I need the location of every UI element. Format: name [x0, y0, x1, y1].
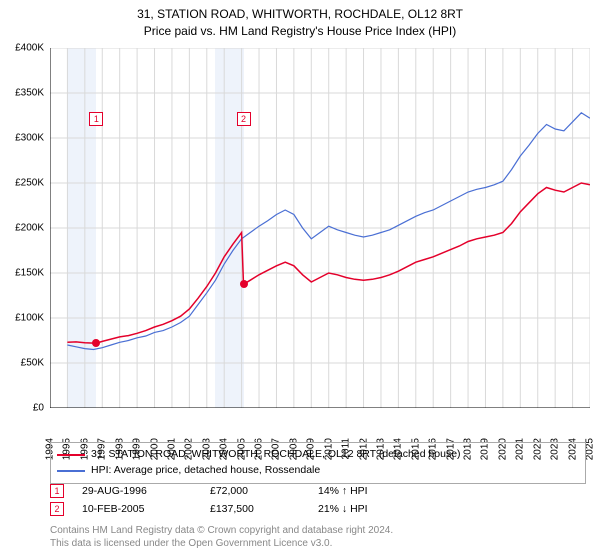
event-hpi-delta: 21% ↓ HPI: [318, 503, 438, 515]
y-tick-label: £0: [33, 403, 44, 414]
sale-dot-icon: [92, 339, 100, 347]
chart-title-block: 31, STATION ROAD, WHITWORTH, ROCHDALE, O…: [0, 0, 600, 40]
y-axis-labels: £0£50K£100K£150K£200K£250K£300K£350K£400…: [0, 48, 48, 408]
event-hpi-delta: 14% ↑ HPI: [318, 485, 438, 497]
event-date: 10-FEB-2005: [82, 503, 192, 515]
x-tick-label: 2025: [585, 438, 596, 460]
x-axis-labels: 1994199519961997199819992000200120022003…: [50, 410, 590, 440]
footer-attribution: Contains HM Land Registry data © Crown c…: [50, 524, 586, 550]
event-price: £72,000: [210, 485, 300, 497]
event-marker-icon: 1: [50, 484, 64, 498]
sale-event-row: 2 10-FEB-2005 £137,500 21% ↓ HPI: [50, 502, 586, 516]
event-price: £137,500: [210, 503, 300, 515]
y-tick-label: £100K: [15, 313, 44, 324]
y-tick-label: £150K: [15, 268, 44, 279]
legend-box: 31, STATION ROAD, WHITWORTH, ROCHDALE, O…: [50, 442, 586, 484]
y-tick-label: £250K: [15, 178, 44, 189]
y-tick-label: £200K: [15, 223, 44, 234]
footer-line1: Contains HM Land Registry data © Crown c…: [50, 524, 586, 537]
legend-item: 31, STATION ROAD, WHITWORTH, ROCHDALE, O…: [57, 447, 579, 463]
title-line2: Price paid vs. HM Land Registry's House …: [0, 23, 600, 40]
sale-marker-box: 1: [89, 112, 103, 126]
legend-swatch-icon: [57, 454, 85, 456]
y-tick-label: £50K: [21, 358, 44, 369]
chart-svg: [50, 48, 590, 408]
sale-marker-box: 2: [237, 112, 251, 126]
chart-plot-area: 12: [50, 48, 590, 408]
y-tick-label: £400K: [15, 43, 44, 54]
sale-dot-icon: [240, 280, 248, 288]
event-marker-icon: 2: [50, 502, 64, 516]
legend-item: HPI: Average price, detached house, Ross…: [57, 463, 579, 479]
title-line1: 31, STATION ROAD, WHITWORTH, ROCHDALE, O…: [0, 6, 600, 23]
event-date: 29-AUG-1996: [82, 485, 192, 497]
y-tick-label: £350K: [15, 88, 44, 99]
legend-swatch-icon: [57, 470, 85, 472]
sale-events-block: 1 29-AUG-1996 £72,000 14% ↑ HPI 2 10-FEB-2005…: [50, 484, 586, 520]
sale-event-row: 1 29-AUG-1996 £72,000 14% ↑ HPI: [50, 484, 586, 498]
y-tick-label: £300K: [15, 133, 44, 144]
legend-label: HPI: Average price, detached house, Ross…: [91, 463, 320, 479]
legend-label: 31, STATION ROAD, WHITWORTH, ROCHDALE, O…: [91, 447, 461, 463]
footer-line2: This data is licensed under the Open Gov…: [50, 537, 586, 550]
